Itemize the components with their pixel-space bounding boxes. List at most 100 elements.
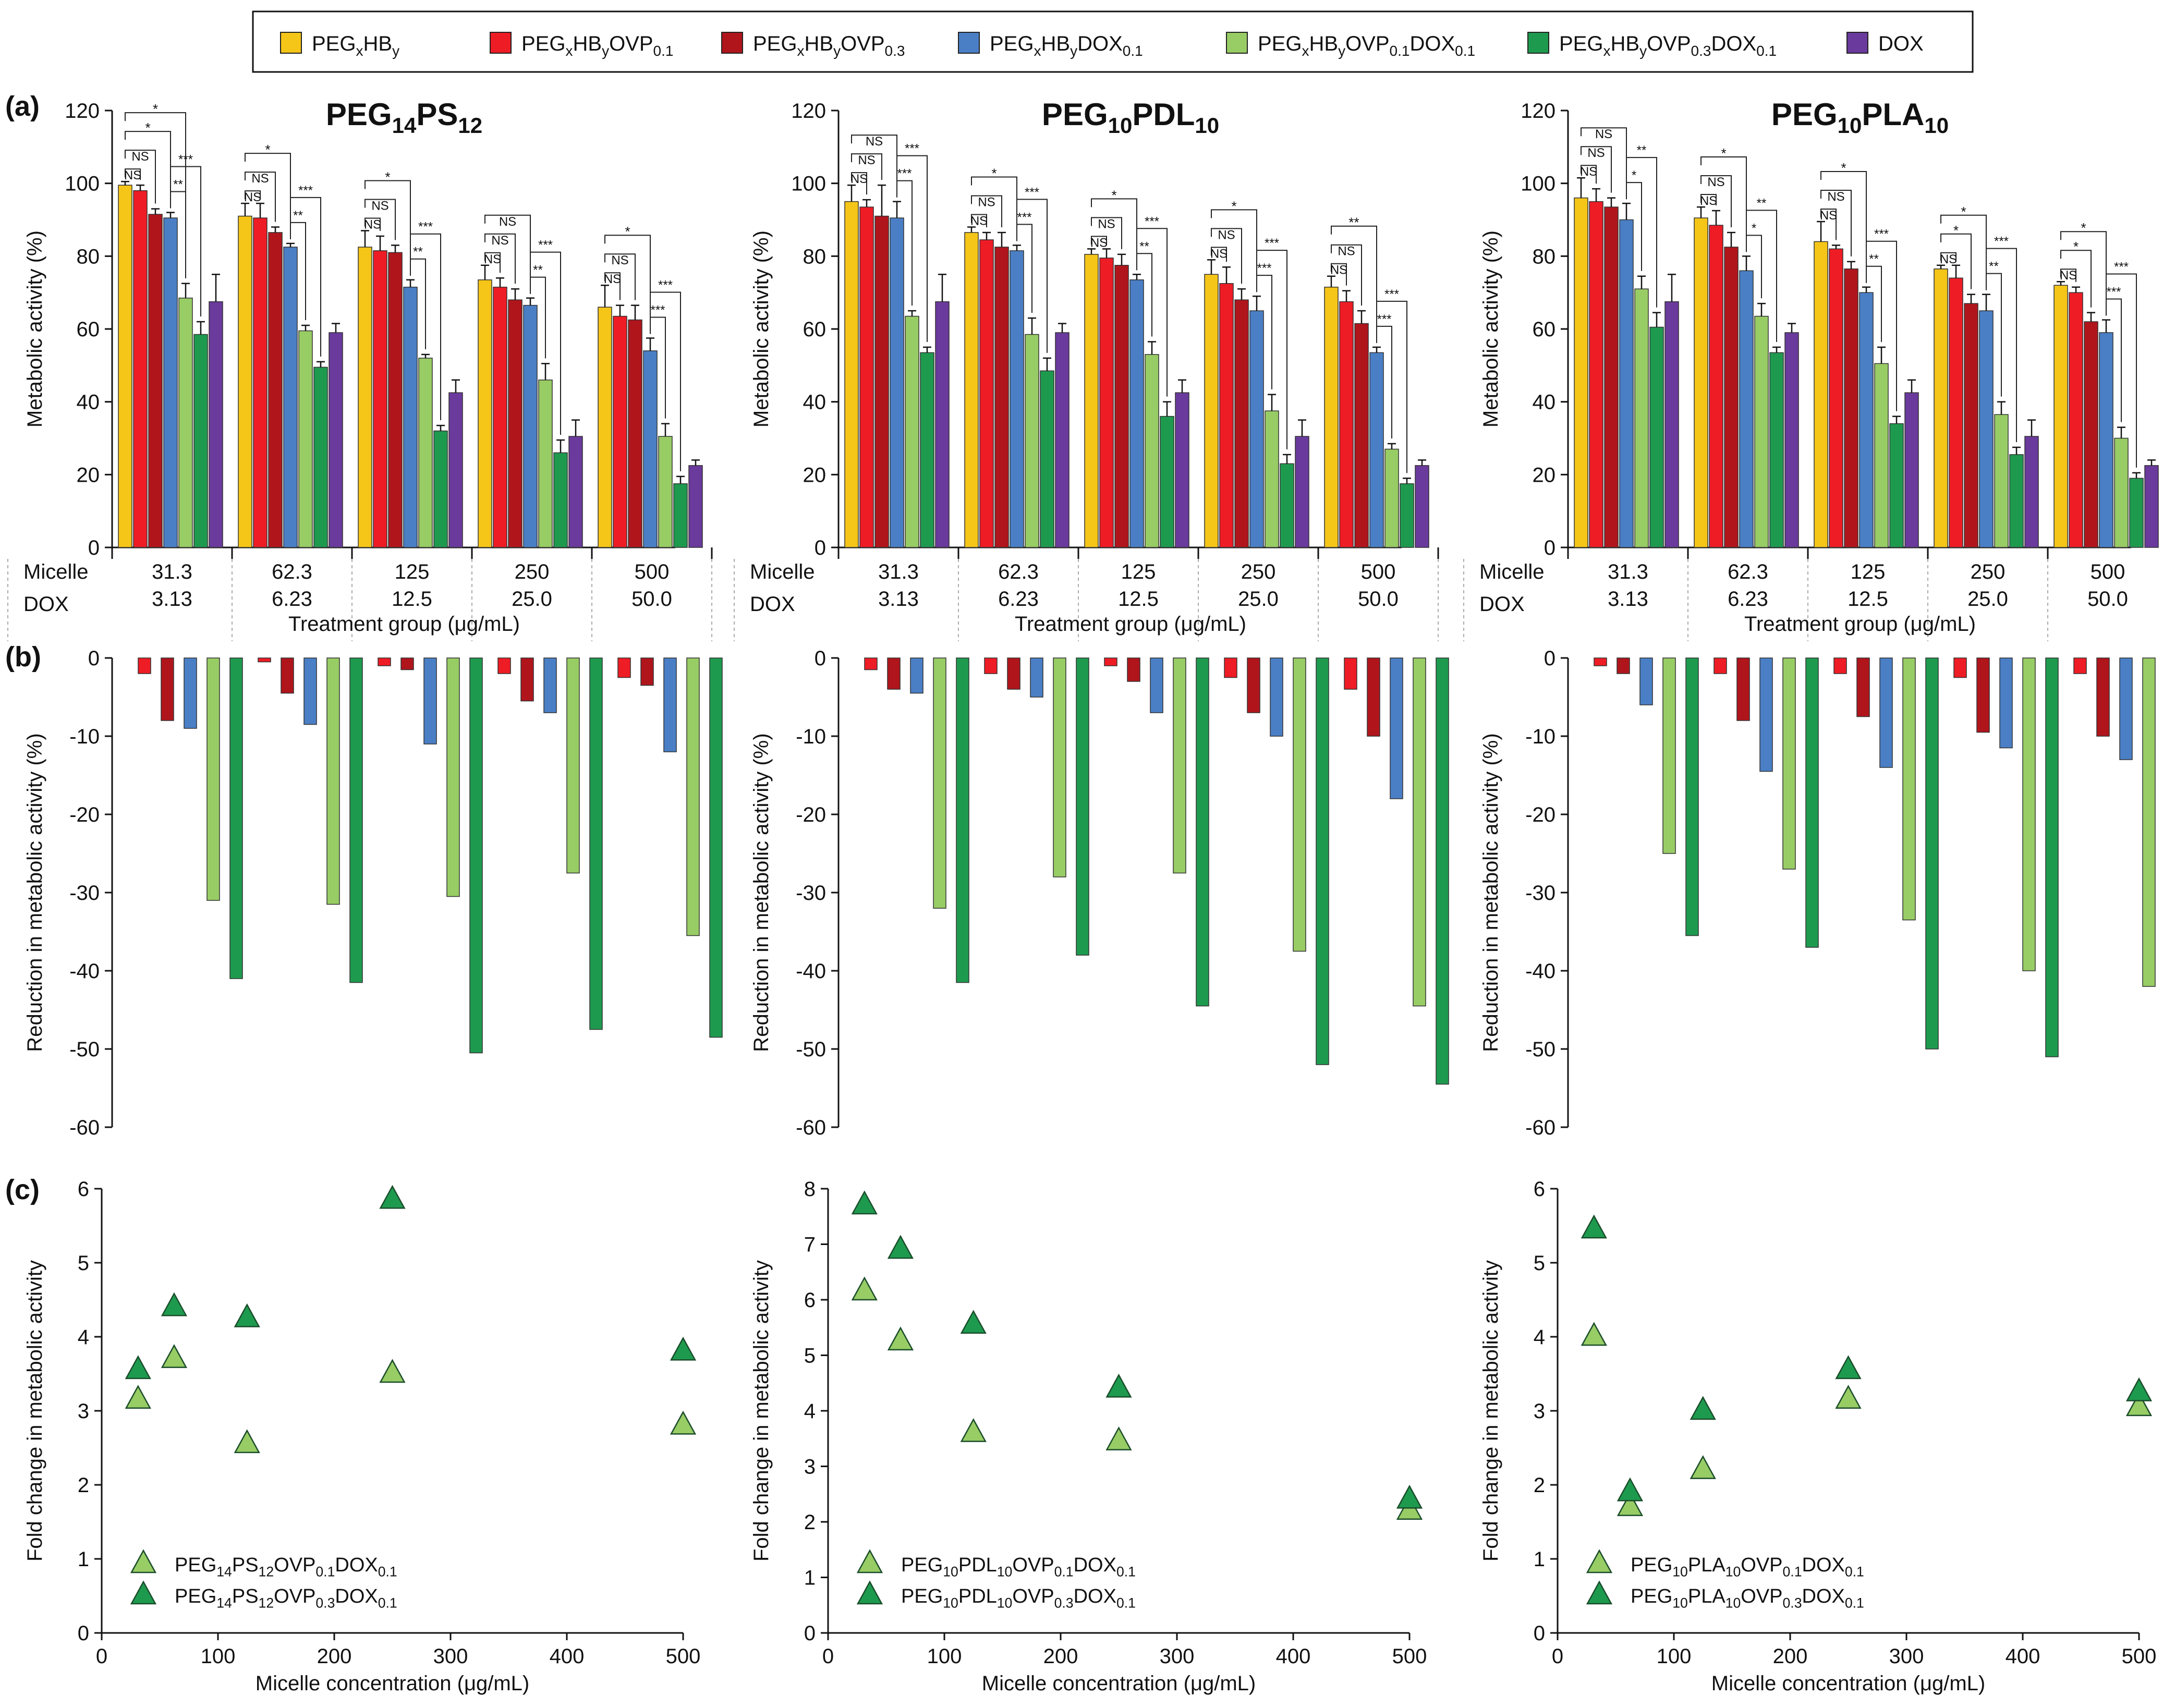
category-dox-3: 12.5 [392,588,432,611]
y-tick-label: 4 [1534,1326,1545,1349]
significance-label: NS [499,215,516,229]
bar-4-7 [2024,436,2039,548]
reduction-bar-1-5 [1685,657,1699,936]
bar-3-3 [1844,269,1858,548]
significance-label: *** [538,238,553,252]
legend-swatch-4 [958,32,980,54]
y-tick-label: -30 [1525,882,1556,905]
bar-2-2 [979,239,994,548]
scatter-point-2-5 [1396,1484,1423,1509]
reduction-bar-2-2 [1736,657,1750,721]
scatter-point-1-3 [1690,1455,1716,1479]
x-tick-label: 200 [1043,1645,1078,1668]
reduction-bar-1-5 [956,657,969,983]
significance-bracket [971,214,987,227]
category-micelle-2: 62.3 [1728,560,1768,583]
y-tick-label: 8 [804,1178,816,1201]
reduction-bar-3-5 [1196,657,1209,1007]
bar-1-6 [1649,326,1664,548]
text-span: x [1034,43,1041,59]
significance-label: NS [858,153,875,167]
significance-label: NS [1827,190,1844,204]
bar-4-2 [1949,277,1963,548]
reduction-bar-3-4 [446,657,460,897]
y-axis-label: Fold change in metabolic activity [1479,1260,1502,1561]
reduction-bar-4-3 [543,657,557,713]
y-tick-label: 0 [804,1622,816,1645]
text-span: 10 [1672,1595,1688,1611]
scatter-point-2-2 [1617,1477,1644,1502]
significance-bracket [1091,217,1122,249]
reduction-bar-2-1 [258,657,271,663]
scatter-point-2-5 [2125,1377,2153,1401]
significance-bracket [650,316,666,419]
significance-bracket [1820,208,1837,240]
significance-bracket [1866,240,1897,411]
bar-3-1 [1084,254,1099,548]
bar-2-3 [268,232,283,548]
category-dox-3: 12.5 [1118,588,1159,611]
reduction-bar-3-1 [1833,657,1847,674]
significance-bracket [2106,298,2122,422]
reduction-bar-4-5 [589,657,603,1030]
text-span: 14 [392,113,417,138]
category-micelle-1: 31.3 [1608,560,1648,583]
y-axis-label: Reduction in metabolic activity (%) [750,733,773,1052]
bar-1-2 [1589,201,1603,548]
significance-label: *** [418,220,433,234]
significance-bracket [604,253,636,300]
reduction-bar-4-3 [1999,657,2013,749]
reduction-bar-2-4 [1053,657,1066,877]
reduction-bar-5-4 [2142,657,2156,987]
text-span: PEG [1631,1585,1672,1607]
text-span: 10 [1195,113,1219,138]
significance-bracket [1986,248,2017,442]
bar-2-5 [1754,315,1769,548]
y-tick-label: 4 [78,1326,89,1349]
scatter-point-1-4 [1105,1426,1132,1450]
significance-bracket [650,291,681,471]
legend-label-7: DOX [1878,32,1924,55]
y-tick-label: -60 [1525,1116,1556,1139]
significance-label: ** [1139,239,1149,253]
reduction-bar-3-5 [469,657,483,1054]
chart-title-2: PEG10PDL10 [1042,97,1219,138]
y-axis-label: Reduction in metabolic activity (%) [1479,733,1502,1052]
y-tick-label: -60 [69,1116,100,1139]
bar-3-7 [1175,392,1189,548]
scatter-legend-label-1: PEG14PS12OVP0.1DOX0.1 [175,1554,397,1580]
y-tick-label: 0 [88,536,100,559]
legend-label-5: PEGxHByOVP0.1DOX0.1 [1258,32,1475,59]
text-span: PEG [1559,32,1603,55]
significance-bracket [170,166,201,317]
significance-label: *** [650,303,665,317]
legend-label-6: PEGxHByOVP0.3DOX0.1 [1559,32,1777,59]
legend-label-2: PEGxHByOVP0.1 [521,32,673,59]
bar-5-5 [658,436,673,548]
significance-label: NS [1700,194,1717,208]
bar-4-6 [2009,454,2024,548]
text-span: x [1603,43,1610,59]
text-span: 0.3 [885,43,905,59]
chart-title-1: PEG14PS12 [326,97,482,138]
bar-3-5 [1145,354,1159,548]
x-tick-label: 500 [666,1645,701,1668]
row-label-micelle: Micelle [750,560,815,583]
reduction-bar-1-1 [1594,657,1607,666]
y-tick-label: -50 [1525,1038,1556,1061]
text-span: OVP [274,1585,315,1607]
x-tick-label: 100 [927,1645,962,1668]
y-tick-label: 20 [77,463,100,486]
text-span: HB [1309,32,1338,55]
scatter-point-1-3 [234,1429,260,1454]
reduction-bar-3-3 [1879,657,1893,768]
bar-1-1 [1574,197,1588,548]
reduction-bar-3-1 [378,657,391,666]
bar-2-3 [994,247,1009,548]
y-tick-label: 0 [815,536,826,559]
x-axis-label: Treatment group (μg/mL) [1015,613,1246,636]
y-tick-label: 80 [1533,245,1556,268]
legend-swatch-7 [1846,32,1868,54]
text-span: 0.1 [1845,1595,1864,1611]
y-tick-label: 3 [804,1456,816,1479]
